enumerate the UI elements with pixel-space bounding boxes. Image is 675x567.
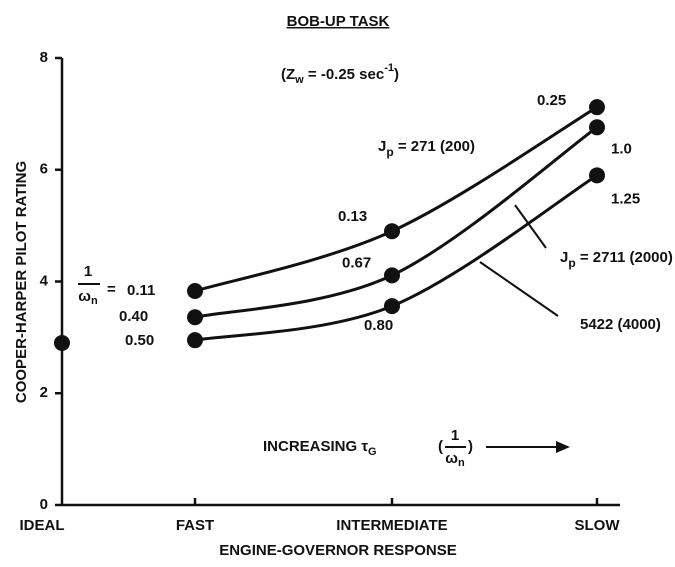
x-tick-label: SLOW — [575, 517, 621, 534]
point-label: 1.25 — [611, 190, 640, 207]
data-point — [589, 167, 605, 184]
annotation: INCREASING τG ( 1 ωn ) — [263, 427, 570, 469]
y-tick-label: 2 — [40, 384, 48, 401]
leader-line — [514, 204, 547, 249]
x-tick-label: INTERMEDIATE — [336, 517, 447, 534]
series-name-part: J — [378, 138, 386, 155]
paren: ) — [468, 438, 473, 455]
point-label: 1.0 — [611, 140, 632, 157]
fraction-label: 1 ωn = — [78, 263, 116, 307]
y-tick-label: 6 — [40, 161, 48, 178]
fraction-equals: = — [107, 281, 116, 298]
arrow-head — [556, 441, 570, 453]
annotation-text: INCREASING τG — [263, 438, 377, 458]
x-axis-label: ENGINE-GOVERNOR RESPONSE — [219, 542, 457, 559]
data-point — [589, 99, 605, 116]
point-label: 0.13 — [338, 208, 367, 225]
series-name-part: p — [386, 145, 393, 159]
y-axis-label: COOPER-HARPER PILOT RATING — [13, 161, 30, 403]
paren: ( — [438, 438, 443, 455]
series-name-part: = 271 (200) — [394, 138, 475, 155]
leader-line — [479, 261, 559, 317]
data-point — [384, 298, 400, 315]
point-label: 0.80 — [364, 317, 393, 334]
series-line — [194, 105, 598, 293]
series-name: Jp = 2711 (2000) — [560, 249, 673, 270]
fraction-numerator: 1 — [84, 263, 92, 280]
series-name-part: J — [560, 249, 568, 266]
series-name-part: = 2711 (2000) — [576, 249, 673, 266]
chart-subtitle: (Zw = -0.25 sec-1) — [281, 62, 399, 86]
data-point — [384, 223, 400, 240]
series-name-part: 5422 (4000) — [580, 316, 661, 333]
series-line — [194, 174, 598, 342]
point-label: 0.67 — [342, 254, 371, 271]
data-point — [54, 334, 70, 351]
point-label: 0.11 — [127, 282, 155, 299]
point-label: 0.40 — [119, 308, 148, 325]
series-line — [194, 126, 598, 319]
point-label: 0.25 — [537, 92, 566, 109]
data-point — [187, 332, 203, 349]
data-point — [187, 309, 203, 326]
y-tick-label: 0 — [40, 496, 48, 513]
annotation-numerator: 1 — [451, 427, 459, 444]
data-point — [187, 282, 203, 299]
series-name-part: p — [568, 256, 575, 270]
fraction-denominator: ωn — [78, 288, 98, 307]
x-tick-label: FAST — [176, 517, 214, 534]
series-name: 5422 (4000) — [580, 316, 661, 333]
annotation-denominator: ωn — [445, 450, 465, 469]
series-name: Jp = 271 (200) — [378, 138, 475, 159]
y-tick-label: 4 — [40, 272, 49, 289]
data-point — [589, 119, 605, 136]
point-label: 0.50 — [125, 332, 154, 349]
x-tick-label: IDEAL — [20, 517, 65, 534]
y-tick-label: 8 — [40, 49, 48, 66]
data-point — [384, 267, 400, 284]
chart-title: BOB-UP TASK — [287, 13, 390, 30]
